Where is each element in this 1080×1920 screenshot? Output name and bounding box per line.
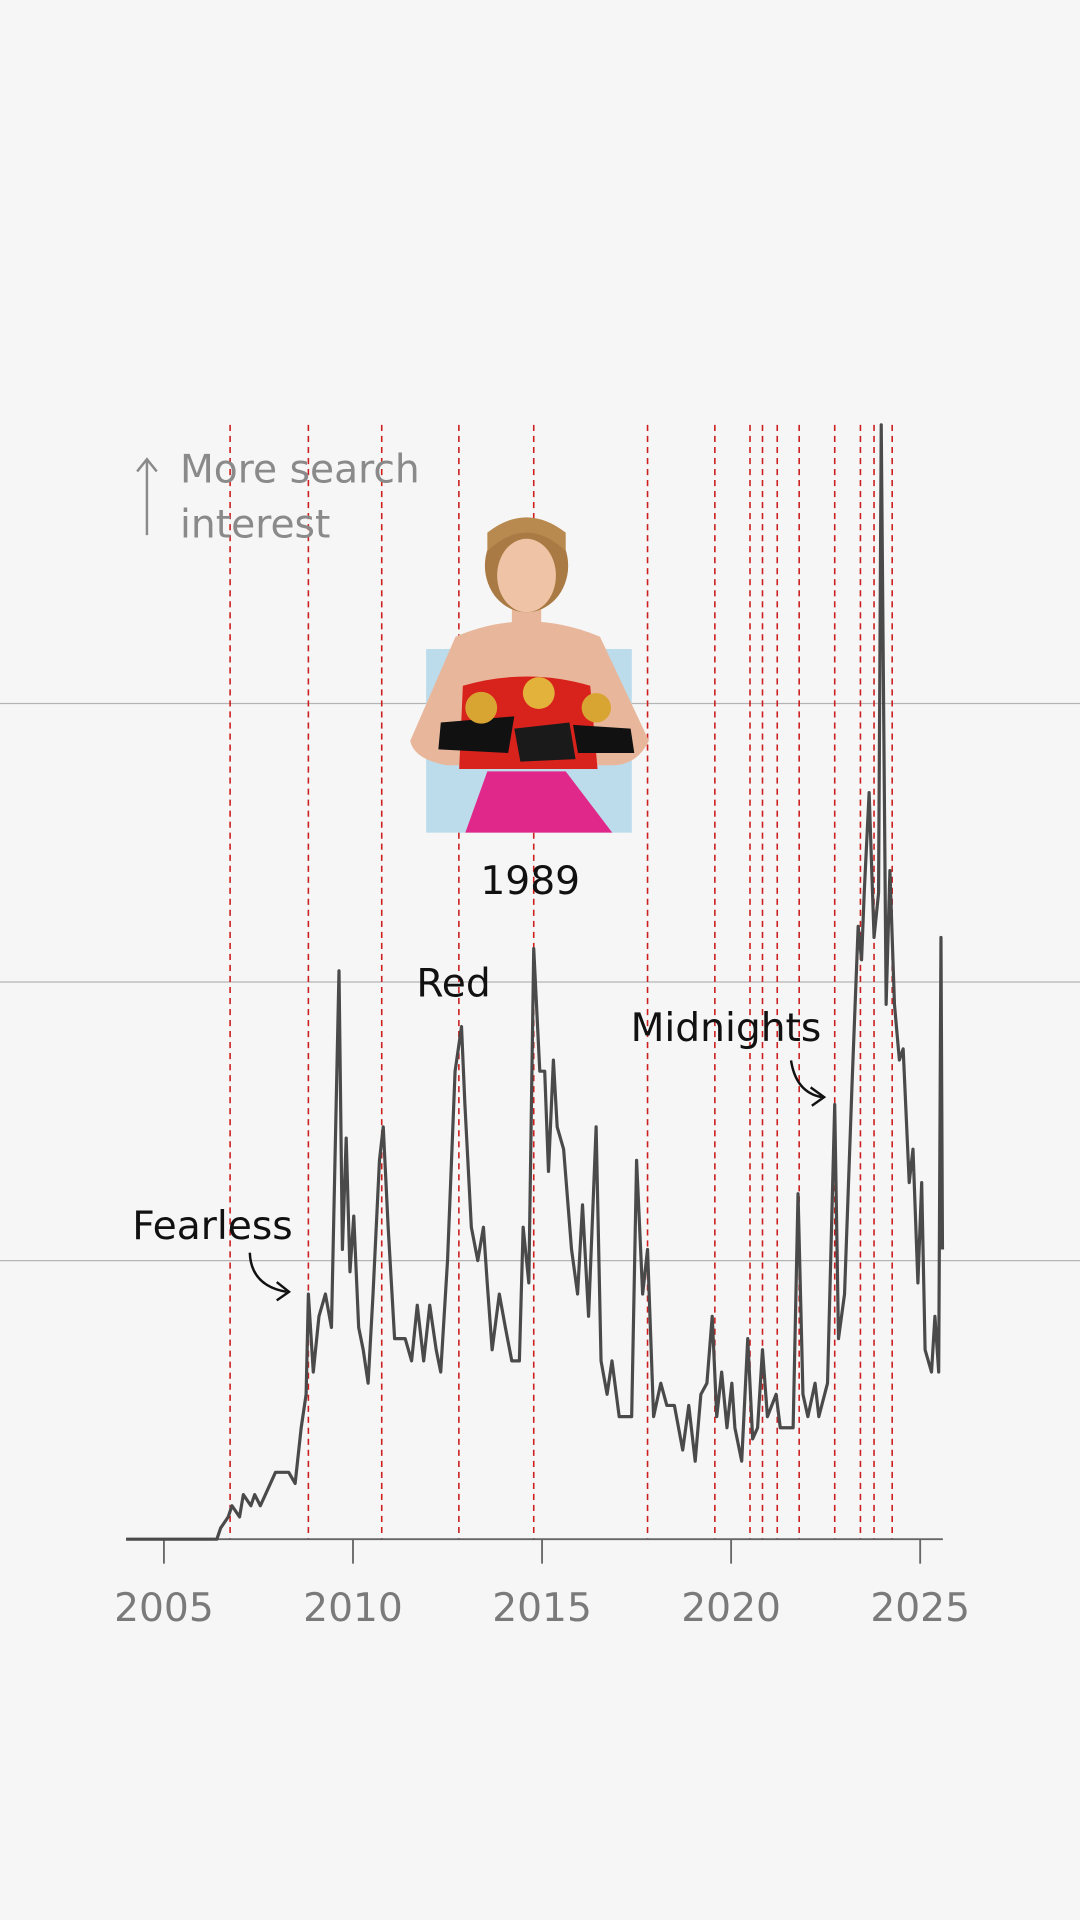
midnights-arrow-head [809,1086,827,1107]
note-arrow-head [136,457,158,473]
annotation: 1989 [480,859,580,904]
note-box: More search interest [180,445,420,548]
annotation: Fearless [132,1204,292,1249]
series-line [126,423,945,1541]
fearless-arrow [248,1252,287,1294]
x-tick-label: 2010 [303,1586,403,1631]
x-tick-label: 2015 [492,1586,592,1631]
photo [410,517,649,833]
midnights-arrow [789,1060,822,1099]
x-tick-label: 2020 [681,1586,781,1631]
x-tick-label: 2005 [114,1586,214,1631]
note: More search interest [180,445,420,548]
x-tick-label: 2025 [870,1586,970,1631]
fearless-arrow-head [275,1281,292,1302]
annotation: Midnights [631,1006,822,1051]
annotation: Red [416,962,490,1007]
